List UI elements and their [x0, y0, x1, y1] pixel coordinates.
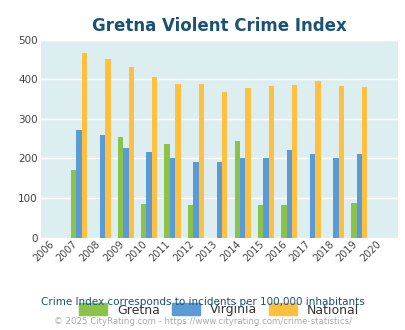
Bar	[117, 137, 123, 238]
Bar	[245, 88, 250, 238]
Bar	[257, 205, 262, 238]
Bar	[198, 84, 203, 238]
Bar	[338, 86, 343, 238]
Bar	[315, 81, 320, 238]
Bar	[333, 158, 338, 238]
Bar	[123, 148, 128, 238]
Bar	[361, 87, 367, 238]
Text: Crime Index corresponds to incidents per 100,000 inhabitants: Crime Index corresponds to incidents per…	[41, 297, 364, 307]
Bar	[175, 84, 180, 238]
Bar	[350, 203, 356, 238]
Bar	[356, 154, 361, 238]
Bar	[268, 86, 273, 238]
Bar	[71, 170, 76, 238]
Bar	[239, 158, 245, 238]
Bar	[193, 162, 198, 238]
Bar	[169, 158, 175, 238]
Bar	[146, 152, 151, 238]
Bar	[151, 77, 157, 238]
Bar	[164, 144, 169, 238]
Bar	[76, 130, 82, 238]
Bar	[141, 204, 146, 238]
Bar	[128, 67, 134, 238]
Bar	[281, 205, 286, 238]
Bar	[100, 135, 105, 238]
Bar	[82, 53, 87, 238]
Legend: Gretna, Virginia, National: Gretna, Virginia, National	[79, 303, 358, 316]
Bar	[309, 154, 315, 238]
Text: © 2025 CityRating.com - https://www.cityrating.com/crime-statistics/: © 2025 CityRating.com - https://www.city…	[54, 317, 351, 326]
Bar	[286, 150, 291, 238]
Title: Gretna Violent Crime Index: Gretna Violent Crime Index	[92, 17, 346, 35]
Bar	[234, 141, 239, 238]
Bar	[262, 158, 268, 238]
Bar	[216, 162, 222, 238]
Bar	[222, 92, 227, 238]
Bar	[105, 59, 110, 238]
Bar	[188, 205, 193, 238]
Bar	[291, 85, 296, 238]
